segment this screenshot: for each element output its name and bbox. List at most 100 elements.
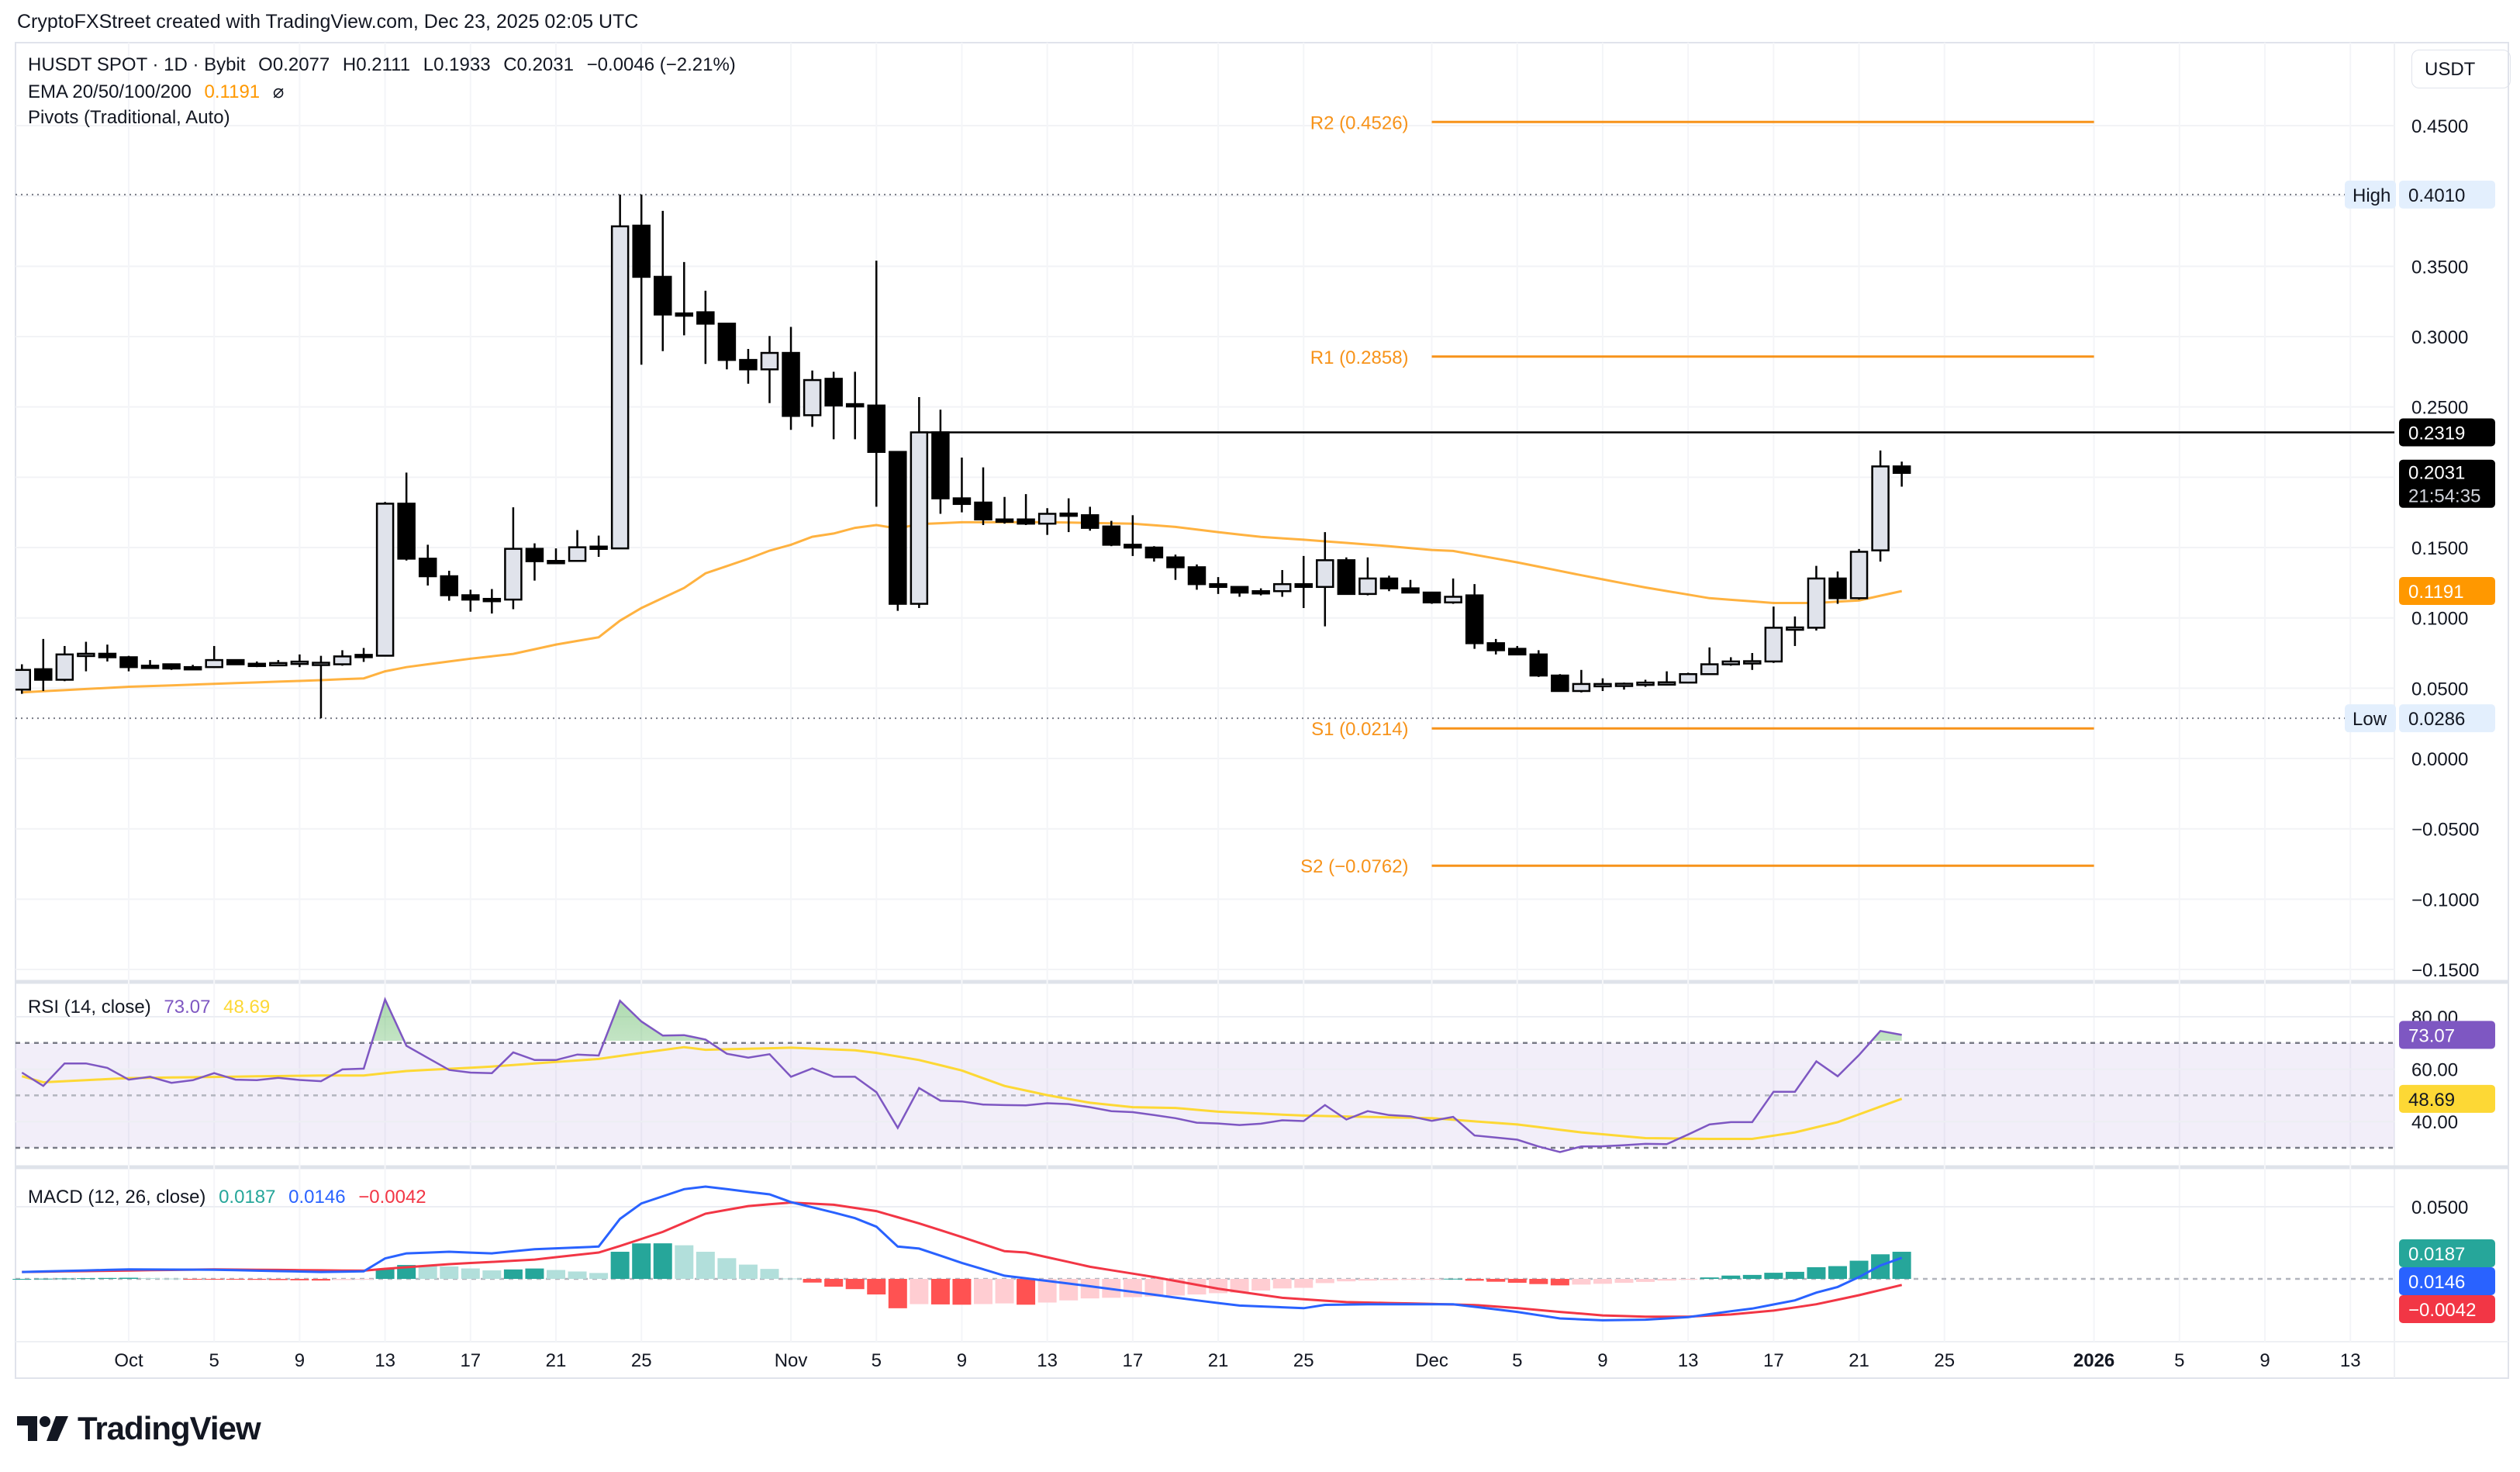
candle[interactable] xyxy=(1786,616,1804,646)
candle[interactable] xyxy=(183,665,202,671)
macd-legend[interactable]: MACD (12, 26, close) 0.0187 0.0146 −0.00… xyxy=(28,1187,434,1208)
candle[interactable] xyxy=(1828,571,1847,604)
candle[interactable] xyxy=(77,641,95,672)
candle[interactable] xyxy=(782,327,800,430)
candle[interactable] xyxy=(1272,570,1292,597)
candle[interactable] xyxy=(1337,557,1356,596)
candle[interactable] xyxy=(1316,532,1334,627)
candle[interactable] xyxy=(34,638,53,691)
candle[interactable] xyxy=(1508,645,1527,656)
time-axis[interactable]: Oct 5 9 13 17 21 25 Nov 5 9 13 17 21 25 Dec 5 9 13 17 21 25 2… xyxy=(114,1350,2360,1371)
candle[interactable] xyxy=(739,348,758,384)
candle[interactable] xyxy=(312,655,330,719)
candle[interactable] xyxy=(1679,672,1697,684)
symbol-legend[interactable]: HUSDT SPOT · 1D · Bybit O0.2077 H0.2111 … xyxy=(28,54,744,76)
candle[interactable] xyxy=(1593,678,1612,691)
candle[interactable] xyxy=(547,548,565,565)
macd-signal-line[interactable] xyxy=(22,1201,1903,1318)
candle[interactable] xyxy=(525,543,544,581)
candle[interactable] xyxy=(974,467,992,526)
candle[interactable] xyxy=(1486,638,1505,655)
candle[interactable] xyxy=(760,336,779,403)
candle[interactable] xyxy=(589,535,608,557)
price-axis[interactable]: 0.4500 0.3500 0.3000 0.2500 0.1500 0.1000 0.05… xyxy=(2411,116,2479,1218)
candle[interactable] xyxy=(1358,557,1377,596)
candle[interactable] xyxy=(1743,653,1762,670)
candle[interactable] xyxy=(1187,564,1206,590)
candle[interactable] xyxy=(1081,506,1099,531)
candle[interactable] xyxy=(1700,647,1719,676)
candle[interactable] xyxy=(696,290,715,365)
candle[interactable] xyxy=(1465,584,1484,649)
candle[interactable] xyxy=(1721,657,1740,666)
candle[interactable] xyxy=(354,648,373,662)
candle[interactable] xyxy=(910,396,929,608)
candle[interactable] xyxy=(1037,508,1057,535)
candle[interactable] xyxy=(140,660,160,669)
candle[interactable] xyxy=(162,663,181,670)
candle[interactable] xyxy=(504,507,523,610)
candle[interactable] xyxy=(247,661,267,668)
candle[interactable] xyxy=(440,570,458,601)
candle[interactable] xyxy=(610,194,630,550)
candle[interactable] xyxy=(1144,546,1164,562)
candle[interactable] xyxy=(1444,578,1462,604)
pivots-legend[interactable]: Pivots (Traditional, Auto) xyxy=(28,107,238,129)
candle[interactable] xyxy=(1657,671,1676,686)
candle[interactable] xyxy=(1849,548,1869,600)
candle[interactable] xyxy=(375,502,395,657)
candle[interactable] xyxy=(461,589,480,612)
candle[interactable] xyxy=(889,451,907,611)
candle[interactable] xyxy=(98,644,117,662)
candle[interactable] xyxy=(952,457,972,513)
candle[interactable] xyxy=(1614,682,1634,690)
candle[interactable] xyxy=(1892,461,1911,487)
candle[interactable] xyxy=(482,589,502,614)
candle[interactable] xyxy=(717,323,737,370)
symbol-title[interactable]: HUSDT SPOT · 1D · Bybit xyxy=(28,54,246,75)
candle[interactable] xyxy=(1230,586,1249,597)
candle[interactable] xyxy=(1166,555,1185,580)
candle[interactable] xyxy=(1379,575,1399,592)
candle[interactable] xyxy=(845,371,865,440)
candle[interactable] xyxy=(1636,679,1655,687)
candle[interactable] xyxy=(1871,450,1890,562)
tradingview-logo[interactable]: TradingView xyxy=(17,1410,261,1447)
macd-line[interactable] xyxy=(22,1185,1903,1322)
candle[interactable] xyxy=(1401,579,1420,594)
candle[interactable] xyxy=(418,544,437,586)
ema-line[interactable] xyxy=(22,520,1903,694)
rsi-line[interactable] xyxy=(21,997,1902,1153)
candle[interactable] xyxy=(1294,555,1313,608)
rsi-pane[interactable] xyxy=(16,997,2394,1153)
candle[interactable] xyxy=(119,655,138,672)
candle[interactable] xyxy=(1017,494,1035,526)
candle[interactable] xyxy=(1764,606,1783,663)
candle[interactable] xyxy=(333,650,352,666)
currency-selector[interactable]: USDT xyxy=(2411,50,2511,88)
candle[interactable] xyxy=(931,409,950,514)
macd-pane[interactable] xyxy=(12,1185,2394,1322)
rsi-legend[interactable]: RSI (14, close) 73.07 48.69 xyxy=(28,997,278,1018)
candle[interactable] xyxy=(1572,669,1591,693)
candle[interactable] xyxy=(1551,674,1569,693)
candle[interactable] xyxy=(824,371,843,440)
candle[interactable] xyxy=(632,194,651,365)
candle[interactable] xyxy=(397,472,416,561)
candle[interactable] xyxy=(269,660,288,667)
candle[interactable] xyxy=(995,496,1014,524)
candle[interactable] xyxy=(1251,588,1270,596)
candle[interactable] xyxy=(1422,591,1441,604)
candle[interactable] xyxy=(675,261,694,336)
candle[interactable] xyxy=(568,530,587,562)
ema-legend[interactable]: EMA 20/50/100/200 0.1191 ⌀ xyxy=(28,81,292,103)
rsi-ma-line[interactable] xyxy=(21,1045,1903,1140)
candle[interactable] xyxy=(1102,520,1121,547)
price-pane[interactable]: R2 (0.4526) R1 (0.2858) S1 (0.0214) S2 (−0.… xyxy=(14,112,2394,877)
candle[interactable] xyxy=(867,261,885,507)
candle[interactable] xyxy=(654,210,672,351)
visibility-off-icon[interactable]: ⌀ xyxy=(272,81,285,102)
candle[interactable] xyxy=(1209,577,1227,594)
candle[interactable] xyxy=(1529,650,1548,677)
candle[interactable] xyxy=(803,370,822,427)
